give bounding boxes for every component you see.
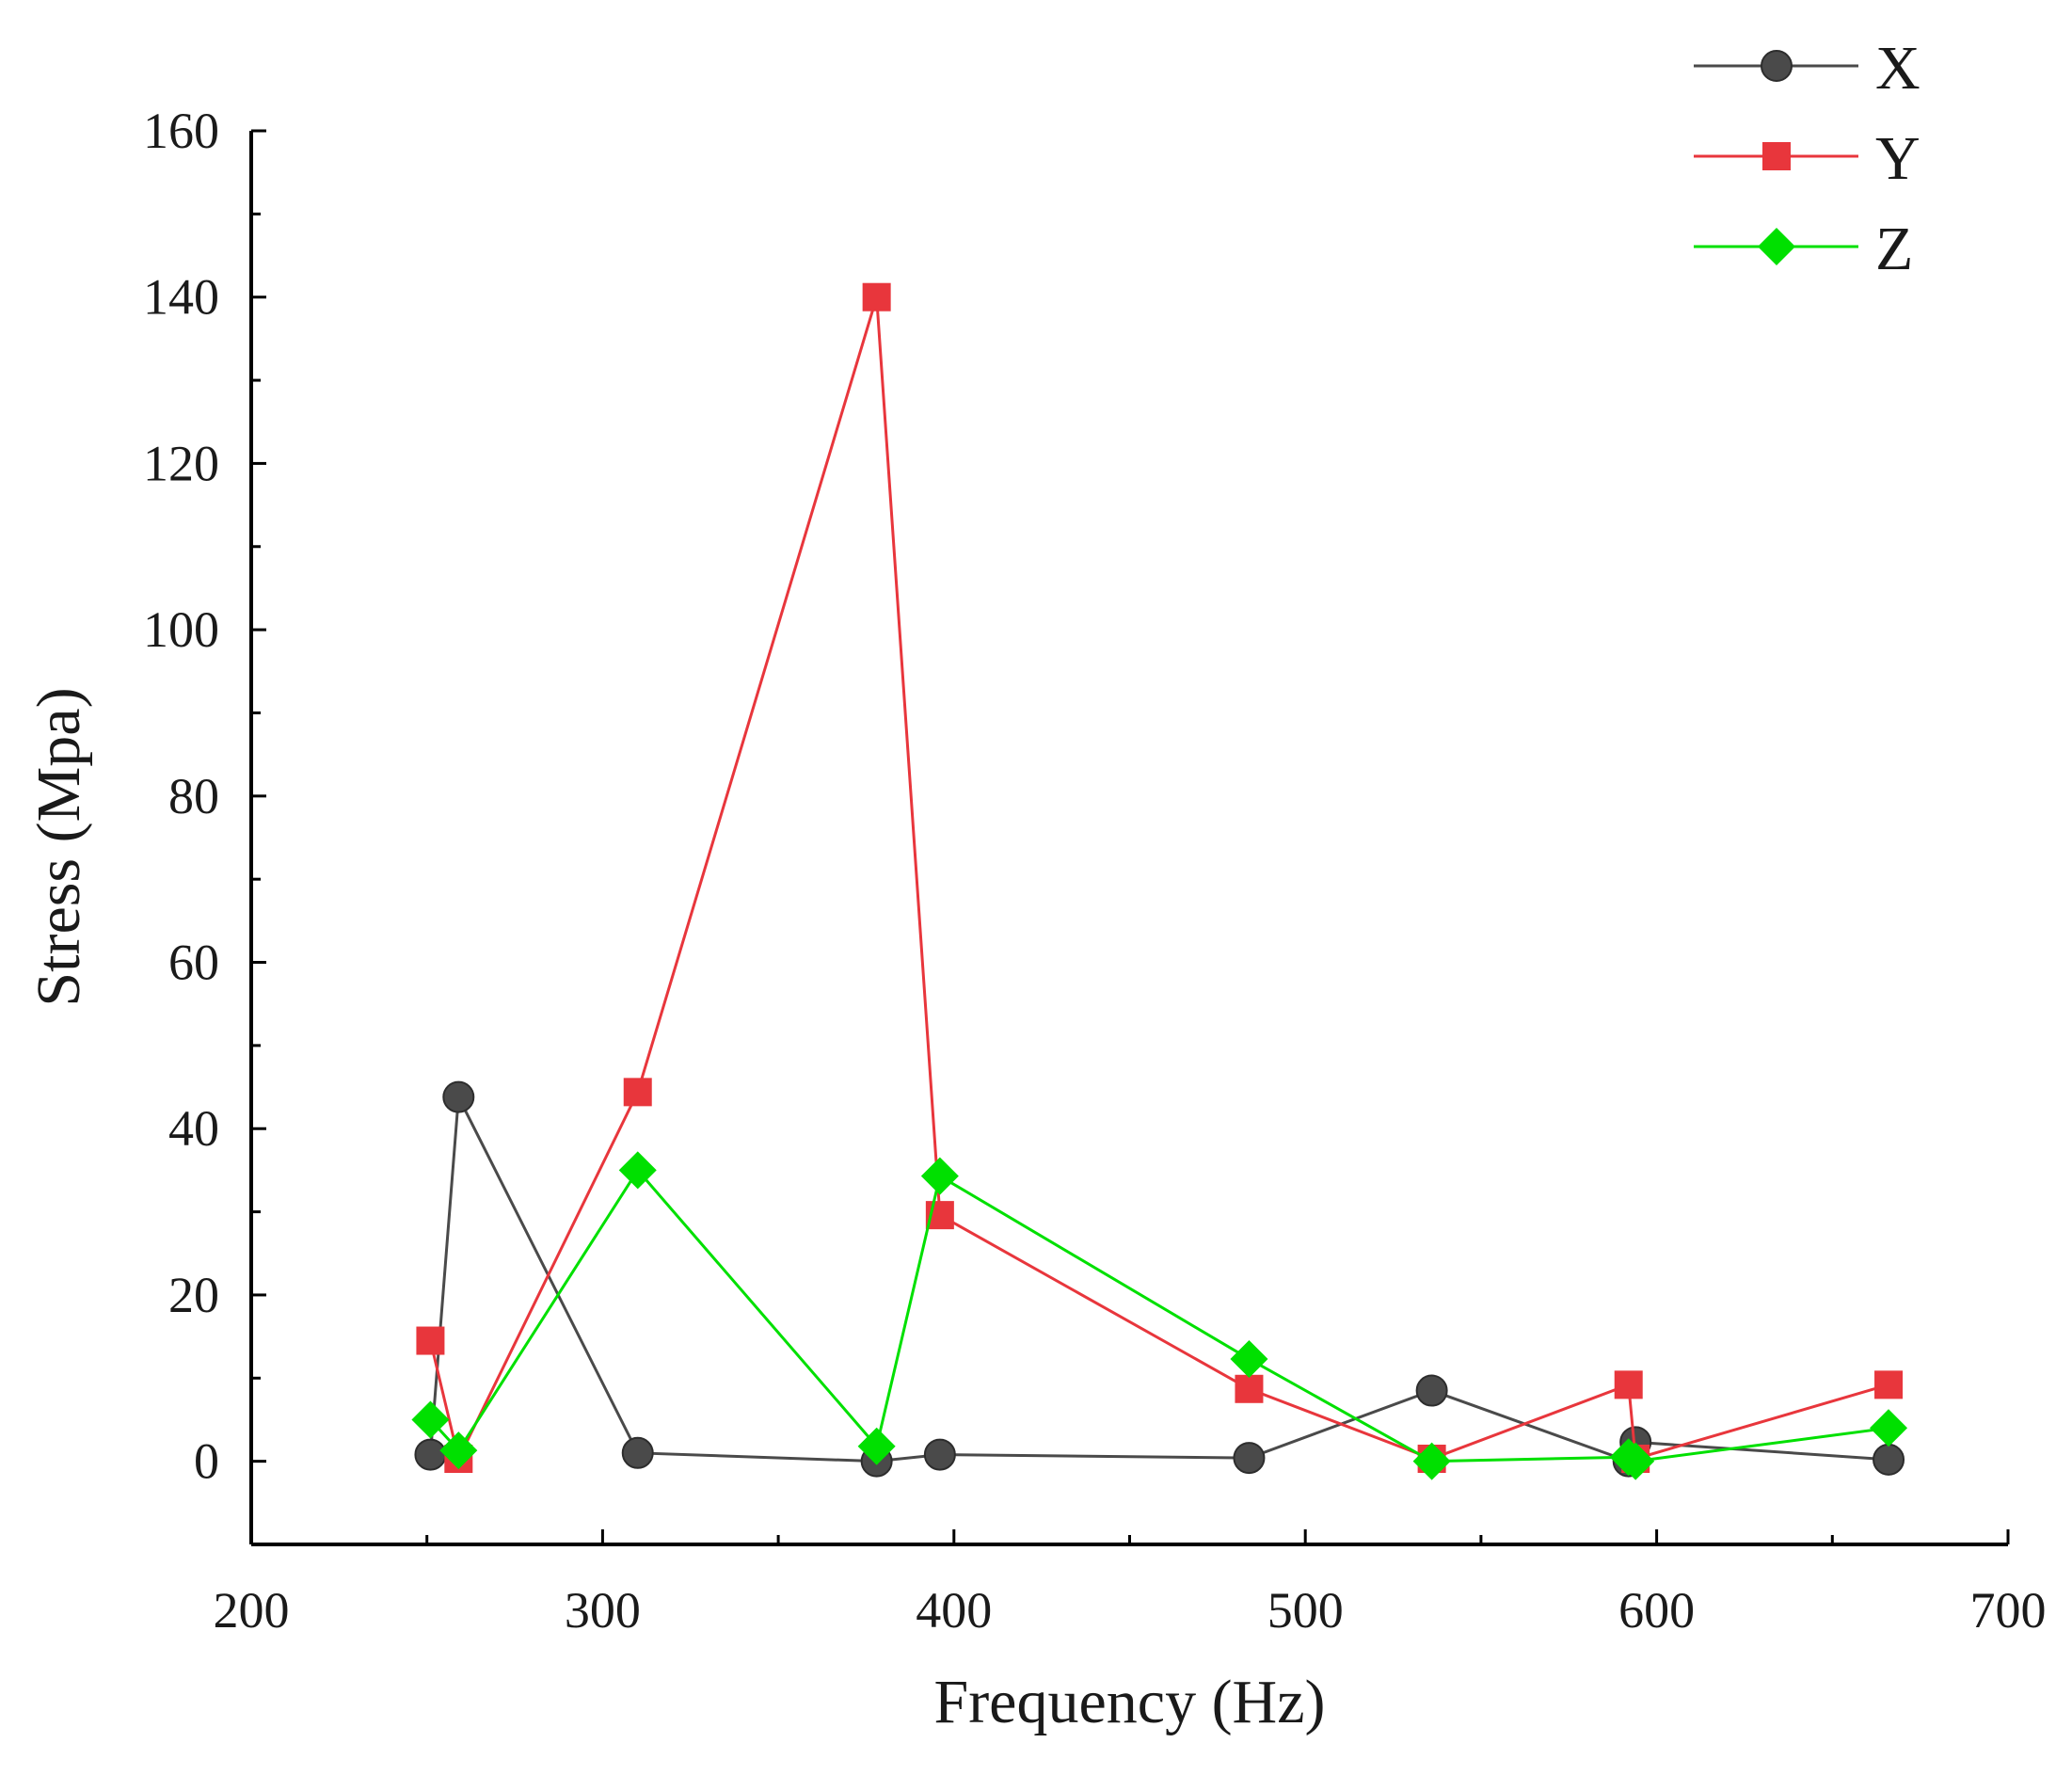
y-tick-label: 80	[168, 768, 219, 824]
legend-swatch-marker	[1761, 50, 1793, 82]
x-tick-label: 300	[565, 1582, 641, 1639]
series-layer	[411, 282, 1908, 1480]
series-z-point	[1870, 1409, 1908, 1447]
legend-item-x: X	[1694, 34, 1921, 103]
series-z-point	[618, 1151, 657, 1190]
x-tick-label: 700	[1970, 1582, 2047, 1639]
series-y	[416, 282, 1904, 1473]
series-y-point	[1235, 1374, 1264, 1403]
series-y-point	[1874, 1370, 1904, 1399]
y-tick-label: 120	[143, 435, 219, 491]
series-z-point	[439, 1431, 478, 1470]
series-z-point	[857, 1427, 896, 1465]
legend-label: Z	[1875, 215, 1913, 283]
series-y-line	[428, 296, 1889, 1463]
series-x-point	[1415, 1374, 1448, 1407]
legend-swatch-marker	[1762, 142, 1791, 170]
series-y-point	[623, 1078, 652, 1107]
y-tick-label: 140	[143, 269, 219, 326]
legend: XYZ	[1694, 34, 1921, 283]
series-z-point	[411, 1400, 450, 1439]
series-x-point	[1873, 1443, 1905, 1476]
series-z-line	[429, 1167, 1889, 1463]
y-tick-label: 60	[168, 935, 219, 991]
y-tick-label: 0	[194, 1433, 219, 1490]
y-axis-title: Stress (Mpa)	[24, 687, 93, 1006]
legend-label: Y	[1875, 124, 1921, 193]
series-x-point	[442, 1080, 475, 1113]
series-x	[414, 1080, 1905, 1478]
series-x-point	[923, 1438, 956, 1471]
y-tick-label: 20	[168, 1267, 219, 1323]
series-x-point	[414, 1438, 447, 1471]
series-z-point	[1412, 1442, 1451, 1480]
series-x-point	[621, 1436, 654, 1469]
x-axis-title: Frequency (Hz)	[934, 1668, 1326, 1736]
series-z-point	[1617, 1442, 1655, 1480]
series-y-point	[862, 282, 891, 312]
y-tick-label: 160	[143, 103, 219, 159]
legend-swatch-marker	[1758, 228, 1795, 265]
series-y-point	[416, 1326, 445, 1355]
y-tick-label: 40	[168, 1100, 219, 1157]
y-tick-label: 100	[143, 601, 219, 658]
series-y-point	[1614, 1370, 1643, 1399]
series-z-point	[1230, 1339, 1268, 1378]
series-x-line	[428, 1092, 1889, 1463]
x-tick-label: 200	[214, 1582, 290, 1639]
legend-label: X	[1875, 34, 1921, 103]
series-z	[411, 1151, 1908, 1480]
x-tick-label: 400	[916, 1582, 992, 1639]
axes: 200 300 400 500 600 700 0 20 40 60 80 100 120 140 160	[143, 103, 2047, 1639]
legend-item-y: Y	[1694, 124, 1921, 193]
legend-item-z: Z	[1694, 215, 1913, 283]
series-z-point	[920, 1157, 959, 1195]
series-x-point	[1233, 1442, 1266, 1475]
x-tick-label: 600	[1618, 1582, 1695, 1639]
x-tick-label: 500	[1267, 1582, 1344, 1639]
